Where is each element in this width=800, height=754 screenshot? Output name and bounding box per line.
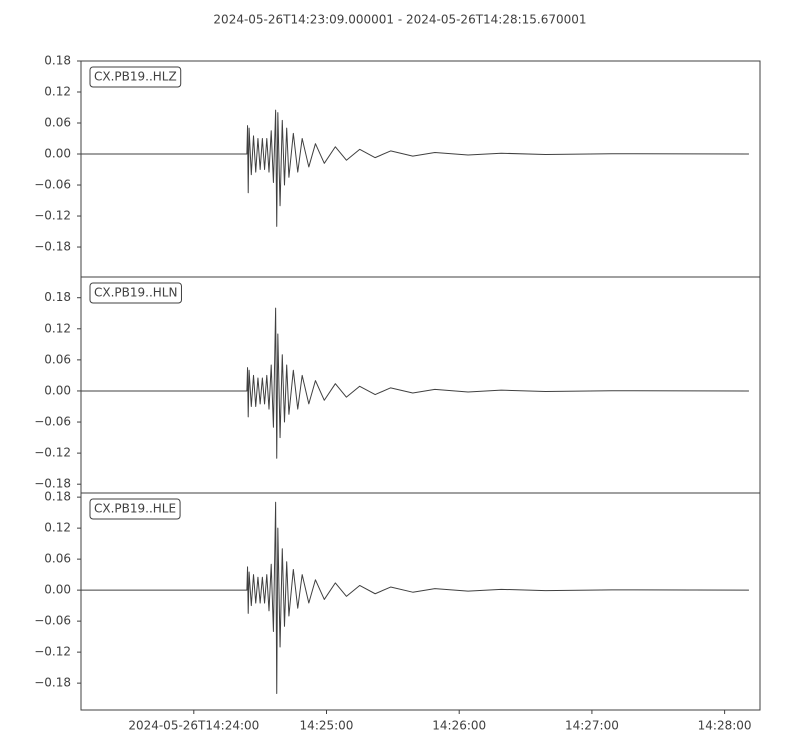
trace-label: CX.PB19..HLE	[94, 502, 176, 516]
trace-label: CX.PB19..HLN	[94, 286, 177, 300]
waveform	[81, 307, 749, 459]
y-tick-label: 0.00	[44, 583, 71, 597]
trace-label-box	[89, 282, 182, 304]
y-tick-label: −0.18	[34, 477, 71, 491]
chart-title: 2024-05-26T14:23:09.000001 - 2024-05-26T…	[213, 13, 586, 27]
y-tick-label: −0.12	[34, 446, 71, 460]
x-tick-label: 14:25:00	[300, 719, 354, 733]
panel-frame	[80, 492, 761, 711]
y-tick-label: 0.12	[44, 321, 71, 335]
y-tick-label: 0.12	[44, 85, 71, 99]
x-tick-label: 14:28:00	[698, 719, 752, 733]
y-tick-label: 0.18	[44, 290, 71, 304]
trace-label-box	[89, 66, 182, 88]
y-tick-label: −0.06	[34, 178, 71, 192]
y-tick-label: −0.18	[34, 676, 71, 690]
panel-frame	[80, 276, 761, 494]
x-tick-label: 14:26:00	[432, 719, 486, 733]
panel-frame	[80, 60, 761, 278]
y-tick-label: 0.00	[44, 147, 71, 161]
trace-label-box	[89, 498, 181, 520]
y-tick-label: −0.18	[34, 240, 71, 254]
y-tick-label: 0.06	[44, 352, 71, 366]
x-tick-label: 14:27:00	[565, 719, 619, 733]
y-tick-label: 0.18	[44, 54, 71, 68]
trace-label: CX.PB19..HLZ	[94, 70, 177, 84]
waveform	[81, 109, 749, 227]
y-tick-label: 0.06	[44, 116, 71, 130]
y-tick-label: 0.18	[44, 490, 71, 504]
y-tick-label: −0.12	[34, 645, 71, 659]
y-tick-label: 0.00	[44, 383, 71, 397]
y-tick-label: −0.06	[34, 415, 71, 429]
waveform	[81, 501, 749, 694]
y-tick-label: 0.12	[44, 521, 71, 535]
x-tick-label: 2024-05-26T14:24:00	[128, 719, 259, 733]
y-tick-label: −0.06	[34, 614, 71, 628]
y-tick-label: −0.12	[34, 209, 71, 223]
y-tick-label: 0.06	[44, 552, 71, 566]
